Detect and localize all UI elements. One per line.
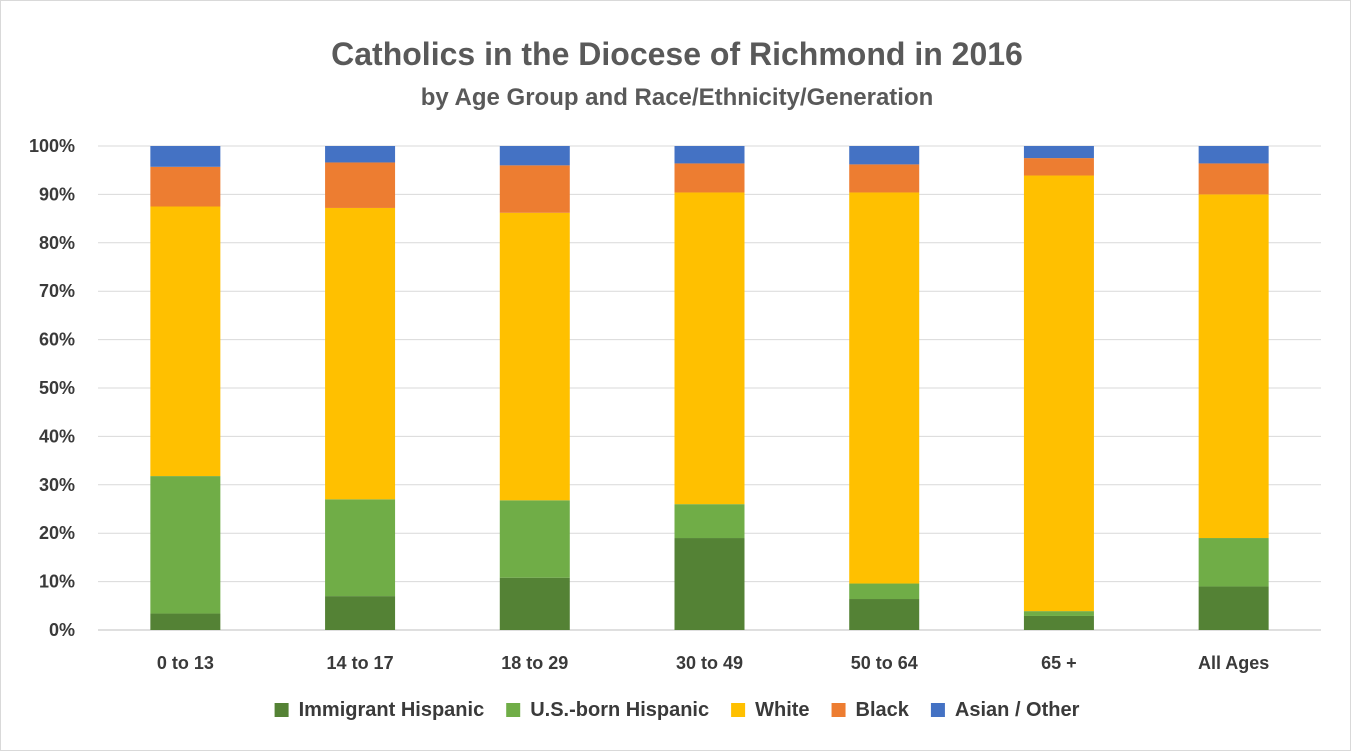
chart-subtitle: by Age Group and Race/Ethnicity/Generati… — [421, 84, 934, 111]
x-tick-label: All Ages — [1198, 653, 1269, 673]
bar-segment-immigrant-hispanic — [674, 538, 745, 630]
y-tick-label: 60% — [39, 330, 75, 350]
y-tick-label: 0% — [49, 620, 75, 640]
bar-segment-immigrant-hispanic — [849, 599, 920, 630]
bar-segment-immigrant-hispanic — [1023, 615, 1094, 630]
bar-segment-immigrant-hispanic — [499, 577, 570, 630]
bar-segment-asian-other — [1198, 146, 1269, 164]
y-tick-label: 100% — [29, 136, 75, 156]
x-tick-label: 30 to 49 — [676, 653, 743, 673]
bar-segment-u-s-born-hispanic — [1198, 538, 1269, 587]
y-tick-label: 80% — [39, 233, 75, 253]
legend-item: U.S.-born Hispanic — [506, 699, 709, 721]
bar-segment-black — [849, 164, 920, 193]
y-tick-label: 30% — [39, 475, 75, 495]
x-tick-label: 65 + — [1041, 653, 1077, 673]
bar-segment-asian-other — [849, 146, 920, 165]
y-tick-label: 40% — [39, 426, 75, 446]
y-tick-label: 90% — [39, 184, 75, 204]
bar-segment-immigrant-hispanic — [1198, 586, 1269, 630]
bar-segment-black — [150, 166, 221, 207]
legend-item: Asian / Other — [930, 699, 1080, 721]
legend-swatch — [930, 703, 945, 717]
bar-segment-immigrant-hispanic — [150, 613, 221, 630]
y-tick-label: 20% — [39, 523, 75, 543]
y-axis-tick-labels: 0% 10% 20% 30% 40% 50% 60% 70% 80% 90% 100% — [29, 136, 75, 640]
x-tick-label: 14 to 17 — [327, 653, 394, 673]
legend-label: White — [755, 699, 809, 721]
bar-segment-asian-other — [1023, 146, 1094, 159]
x-tick-label: 18 to 29 — [501, 653, 568, 673]
legend-label: Asian / Other — [955, 699, 1080, 721]
chart-title: Catholics in the Diocese of Richmond in … — [331, 36, 1023, 72]
bars — [150, 146, 1269, 630]
bar-segment-asian-other — [150, 146, 221, 167]
legend-item: Black — [831, 699, 910, 721]
y-tick-label: 70% — [39, 281, 75, 301]
legend-item: White — [731, 699, 810, 721]
bar-segment-asian-other — [499, 146, 570, 166]
bar-segment-u-s-born-hispanic — [150, 476, 221, 614]
bar-segment-u-s-born-hispanic — [674, 504, 745, 539]
bar-segment-white — [674, 192, 745, 505]
legend-label: U.S.-born Hispanic — [530, 699, 709, 721]
bar-segment-white — [325, 207, 396, 500]
legend-label: Immigrant Hispanic — [299, 699, 485, 721]
x-axis-tick-labels: 0 to 13 14 to 17 18 to 29 30 to 49 50 to 64 6… — [157, 653, 1269, 673]
x-tick-label: 50 to 64 — [851, 653, 918, 673]
bar-segment-white — [849, 192, 920, 584]
bar-segment-black — [1198, 163, 1269, 195]
y-tick-label: 50% — [39, 378, 75, 398]
bar-segment-black — [1023, 158, 1094, 176]
bar-segment-black — [674, 163, 745, 193]
bar-segment-asian-other — [325, 146, 396, 163]
legend-swatch — [831, 703, 846, 717]
legend-swatch — [274, 703, 289, 717]
x-tick-label: 0 to 13 — [157, 653, 214, 673]
bar-segment-white — [1198, 194, 1269, 539]
bar-segment-black — [499, 165, 570, 213]
legend: Immigrant Hispanic U.S.-born Hispanic Whit… — [274, 699, 1080, 721]
legend-label: Black — [856, 699, 910, 721]
bar-segment-u-s-born-hispanic — [499, 500, 570, 578]
bar-segment-immigrant-hispanic — [325, 596, 396, 630]
legend-swatch — [506, 703, 521, 717]
y-tick-label: 10% — [39, 572, 75, 592]
bar-segment-white — [1023, 175, 1094, 612]
bar-segment-white — [150, 206, 221, 477]
legend-swatch — [731, 703, 746, 717]
bar-segment-white — [499, 212, 570, 501]
bar-segment-u-s-born-hispanic — [325, 499, 396, 597]
bar-segment-asian-other — [674, 146, 745, 164]
legend-item: Immigrant Hispanic — [274, 699, 485, 721]
bar-segment-black — [325, 162, 396, 208]
bar-segment-u-s-born-hispanic — [1023, 611, 1094, 616]
bar-segment-u-s-born-hispanic — [849, 583, 920, 600]
